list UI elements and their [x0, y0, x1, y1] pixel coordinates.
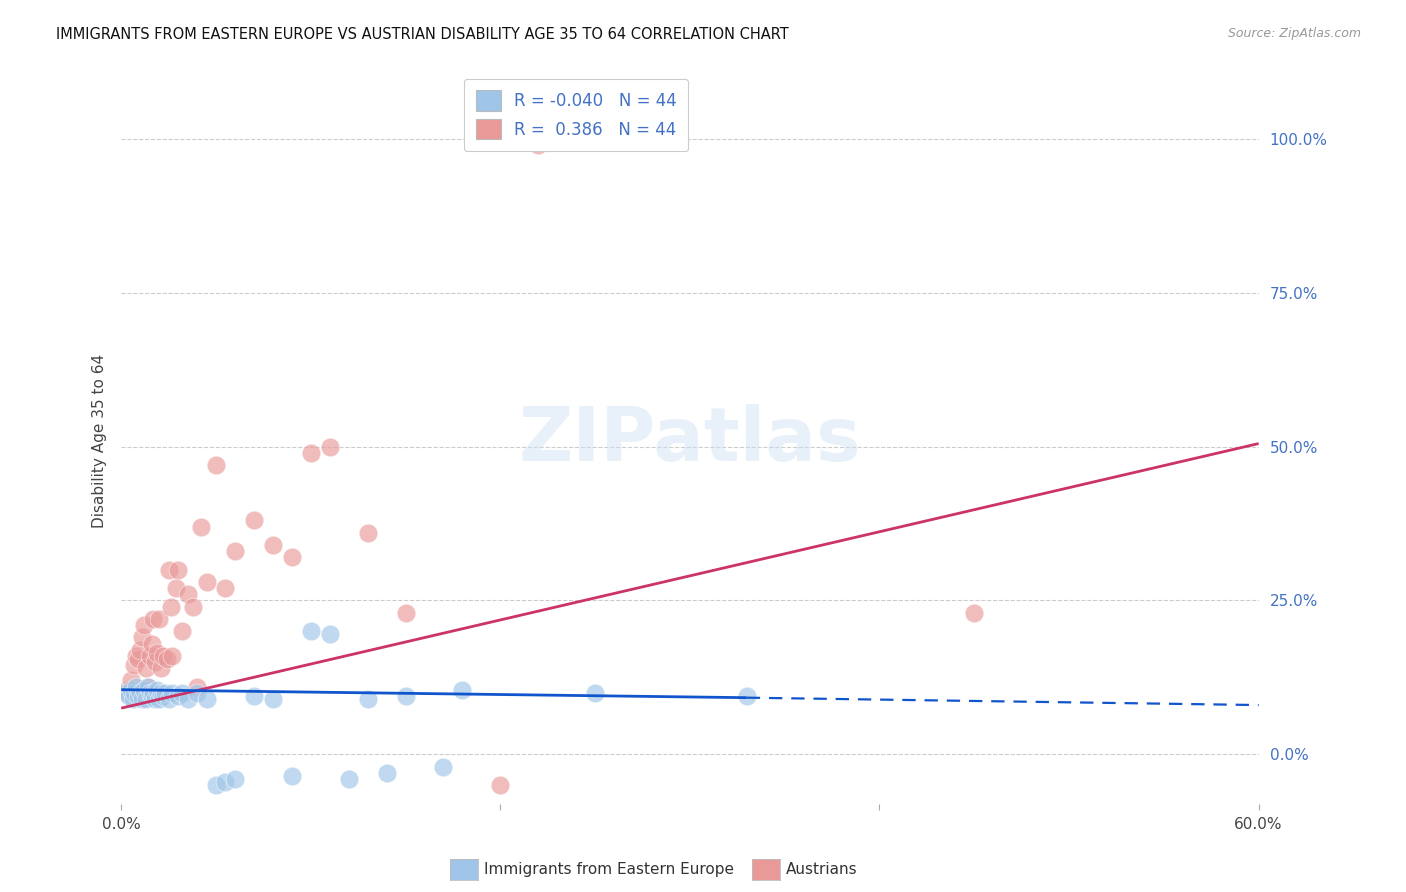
- Point: [125, 648, 148, 663]
- Point: [138, 648, 160, 663]
- Point: [120, 673, 142, 688]
- Point: [152, 689, 174, 703]
- Point: [148, 692, 170, 706]
- Point: [150, 686, 173, 700]
- Point: [167, 689, 190, 703]
- Point: [527, 138, 550, 153]
- Point: [394, 606, 416, 620]
- Point: [243, 513, 266, 527]
- Point: [195, 692, 218, 706]
- Point: [162, 648, 184, 663]
- Point: [224, 772, 246, 786]
- Point: [152, 648, 174, 663]
- Point: [129, 686, 152, 700]
- Point: [356, 692, 378, 706]
- Point: [120, 682, 142, 697]
- Point: [299, 624, 322, 639]
- Point: [319, 627, 342, 641]
- Point: [135, 692, 157, 706]
- Point: [135, 661, 157, 675]
- Point: [121, 692, 143, 706]
- Y-axis label: Disability Age 35 to 64: Disability Age 35 to 64: [93, 353, 107, 527]
- Point: [375, 765, 398, 780]
- Point: [170, 686, 193, 700]
- Point: [132, 682, 155, 697]
- Point: [156, 652, 179, 666]
- Point: [131, 631, 153, 645]
- Point: [262, 692, 284, 706]
- Point: [157, 692, 180, 706]
- Point: [281, 550, 304, 565]
- Point: [157, 563, 180, 577]
- Legend: R = -0.040   N = 44, R =  0.386   N = 44: R = -0.040 N = 44, R = 0.386 N = 44: [464, 78, 689, 151]
- Point: [127, 652, 149, 666]
- Point: [176, 587, 198, 601]
- Point: [205, 458, 228, 472]
- Point: [451, 682, 474, 697]
- Point: [127, 689, 149, 703]
- Point: [142, 686, 165, 700]
- Point: [136, 680, 159, 694]
- Point: [243, 689, 266, 703]
- Point: [262, 538, 284, 552]
- Point: [205, 778, 228, 792]
- Point: [118, 689, 141, 703]
- Point: [143, 655, 166, 669]
- Point: [337, 772, 360, 786]
- Point: [136, 680, 159, 694]
- Point: [146, 646, 169, 660]
- Point: [170, 624, 193, 639]
- Point: [141, 689, 163, 703]
- Point: [181, 599, 204, 614]
- Point: [125, 680, 148, 694]
- Text: ZIPatlas: ZIPatlas: [519, 404, 862, 477]
- Text: IMMIGRANTS FROM EASTERN EUROPE VS AUSTRIAN DISABILITY AGE 35 TO 64 CORRELATION C: IMMIGRANTS FROM EASTERN EUROPE VS AUSTRI…: [56, 27, 789, 42]
- Point: [142, 612, 165, 626]
- Point: [186, 680, 208, 694]
- Point: [150, 661, 173, 675]
- Point: [167, 563, 190, 577]
- Text: Source: ZipAtlas.com: Source: ZipAtlas.com: [1227, 27, 1361, 40]
- Point: [141, 636, 163, 650]
- Text: Immigrants from Eastern Europe: Immigrants from Eastern Europe: [484, 863, 734, 877]
- Point: [162, 686, 184, 700]
- Point: [146, 682, 169, 697]
- Point: [319, 440, 342, 454]
- Point: [114, 686, 136, 700]
- Point: [281, 769, 304, 783]
- Point: [124, 686, 146, 700]
- Point: [124, 658, 146, 673]
- Point: [143, 692, 166, 706]
- Point: [159, 599, 181, 614]
- Point: [176, 692, 198, 706]
- Point: [153, 686, 176, 700]
- Point: [129, 642, 152, 657]
- Point: [186, 686, 208, 700]
- Point: [214, 581, 236, 595]
- Point: [148, 612, 170, 626]
- Point: [432, 759, 454, 773]
- Point: [195, 574, 218, 589]
- Point: [121, 686, 143, 700]
- Point: [224, 544, 246, 558]
- Point: [394, 689, 416, 703]
- Point: [132, 618, 155, 632]
- Point: [131, 692, 153, 706]
- Text: Austrians: Austrians: [786, 863, 858, 877]
- Point: [963, 606, 986, 620]
- Point: [583, 686, 606, 700]
- Point: [356, 525, 378, 540]
- Point: [115, 682, 138, 697]
- Point: [489, 778, 512, 792]
- Point: [165, 581, 187, 595]
- Point: [299, 446, 322, 460]
- Point: [190, 519, 212, 533]
- Point: [214, 775, 236, 789]
- Point: [735, 689, 758, 703]
- Point: [138, 686, 160, 700]
